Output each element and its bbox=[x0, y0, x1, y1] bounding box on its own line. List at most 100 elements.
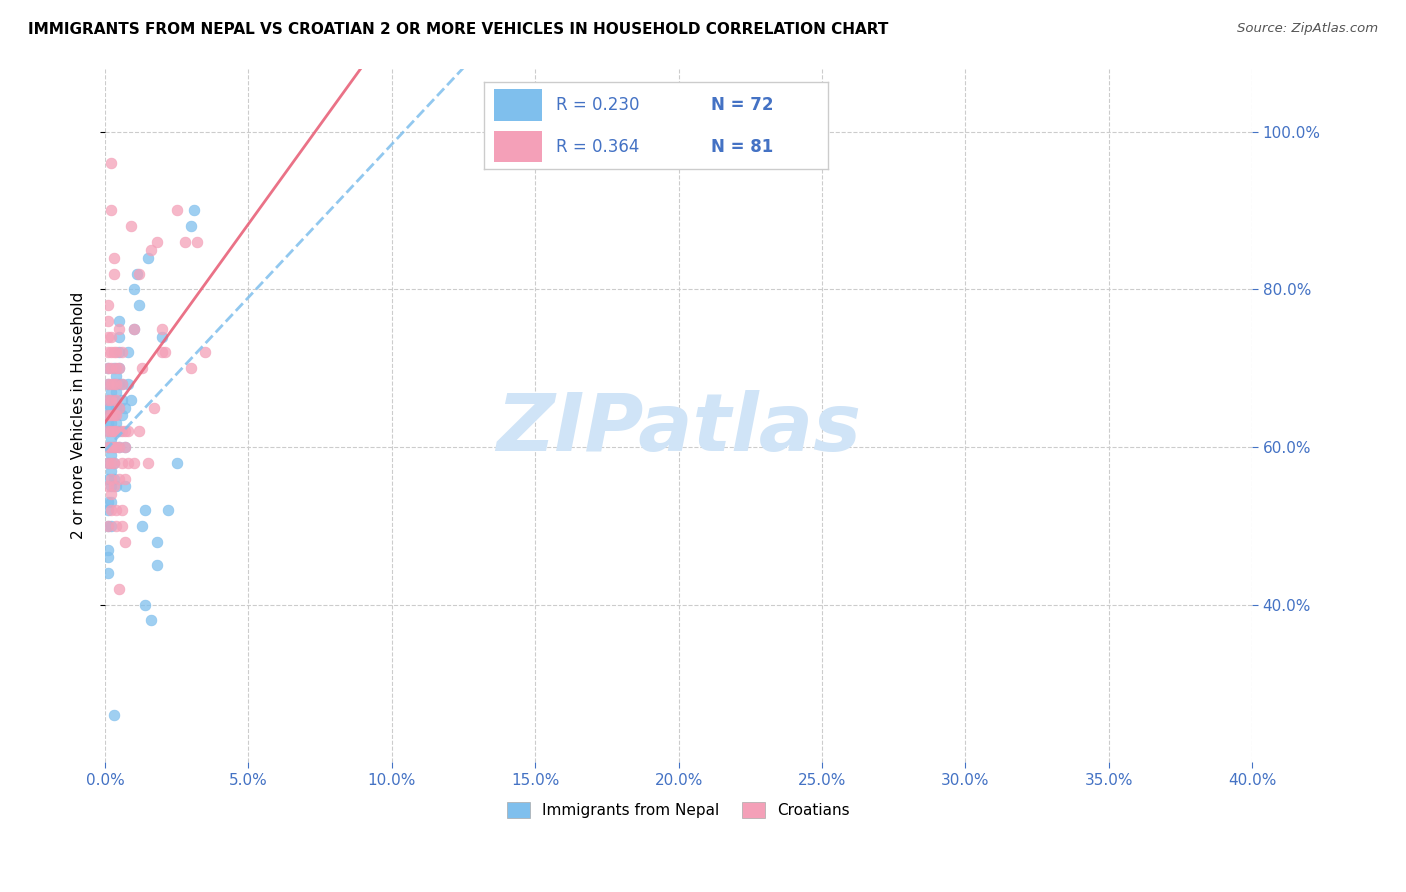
Point bbox=[108, 440, 131, 454]
Point bbox=[97, 495, 120, 509]
Point bbox=[166, 456, 188, 470]
Point bbox=[194, 345, 217, 359]
Point bbox=[108, 361, 131, 376]
Point bbox=[122, 456, 145, 470]
Point bbox=[100, 456, 122, 470]
Point bbox=[97, 361, 120, 376]
Point bbox=[142, 401, 165, 415]
Point bbox=[100, 409, 122, 423]
Point bbox=[180, 219, 202, 234]
Point bbox=[128, 267, 150, 281]
Point bbox=[105, 409, 128, 423]
Point bbox=[105, 401, 128, 415]
Point bbox=[97, 409, 120, 423]
Point bbox=[105, 392, 128, 407]
Point bbox=[105, 345, 128, 359]
Point bbox=[100, 464, 122, 478]
Point bbox=[103, 424, 125, 438]
Point bbox=[108, 440, 131, 454]
Point bbox=[111, 376, 134, 391]
Point bbox=[111, 424, 134, 438]
Point bbox=[108, 361, 131, 376]
Point bbox=[97, 542, 120, 557]
Point bbox=[117, 456, 139, 470]
Point bbox=[108, 322, 131, 336]
Point bbox=[111, 392, 134, 407]
Point bbox=[105, 369, 128, 384]
Point bbox=[100, 503, 122, 517]
Point bbox=[103, 409, 125, 423]
Point bbox=[105, 479, 128, 493]
Point bbox=[120, 219, 142, 234]
Point bbox=[97, 550, 120, 565]
Point bbox=[114, 440, 136, 454]
Point bbox=[97, 392, 120, 407]
Point bbox=[103, 708, 125, 723]
Point bbox=[108, 424, 131, 438]
Point bbox=[97, 424, 120, 438]
Point bbox=[145, 558, 167, 573]
Point bbox=[103, 440, 125, 454]
Point bbox=[166, 203, 188, 218]
Point bbox=[100, 495, 122, 509]
Point bbox=[100, 384, 122, 399]
Point bbox=[103, 392, 125, 407]
Point bbox=[97, 472, 120, 486]
Point bbox=[139, 243, 162, 257]
Point bbox=[103, 345, 125, 359]
Legend: Immigrants from Nepal, Croatians: Immigrants from Nepal, Croatians bbox=[501, 796, 856, 824]
Text: ZIPatlas: ZIPatlas bbox=[496, 391, 860, 468]
Point bbox=[100, 472, 122, 486]
Point bbox=[108, 329, 131, 343]
Point bbox=[155, 345, 177, 359]
Point bbox=[97, 345, 120, 359]
Point bbox=[100, 376, 122, 391]
Point bbox=[136, 456, 159, 470]
Point bbox=[97, 519, 120, 533]
Point bbox=[97, 376, 120, 391]
Point bbox=[97, 376, 120, 391]
Point bbox=[111, 409, 134, 423]
Point bbox=[186, 235, 208, 249]
Point bbox=[103, 424, 125, 438]
Y-axis label: 2 or more Vehicles in Household: 2 or more Vehicles in Household bbox=[72, 292, 86, 539]
Point bbox=[100, 424, 122, 438]
Point bbox=[97, 361, 120, 376]
Point bbox=[103, 440, 125, 454]
Point bbox=[103, 267, 125, 281]
Point bbox=[122, 282, 145, 296]
Point bbox=[97, 503, 120, 517]
Point bbox=[97, 440, 120, 454]
Point bbox=[145, 534, 167, 549]
Point bbox=[97, 456, 120, 470]
Point bbox=[139, 614, 162, 628]
Point bbox=[97, 409, 120, 423]
Point bbox=[97, 417, 120, 431]
Point bbox=[100, 440, 122, 454]
Point bbox=[183, 203, 205, 218]
Point bbox=[97, 440, 120, 454]
Point bbox=[103, 251, 125, 265]
Point bbox=[134, 598, 156, 612]
Point bbox=[100, 345, 122, 359]
Point bbox=[111, 345, 134, 359]
Point bbox=[136, 251, 159, 265]
Point bbox=[105, 519, 128, 533]
Point bbox=[103, 376, 125, 391]
Point bbox=[150, 322, 173, 336]
Point bbox=[114, 424, 136, 438]
Point bbox=[97, 298, 120, 312]
Point bbox=[97, 424, 120, 438]
Point bbox=[100, 479, 122, 493]
Point bbox=[103, 479, 125, 493]
Point bbox=[105, 376, 128, 391]
Point bbox=[100, 417, 122, 431]
Point bbox=[100, 329, 122, 343]
Point bbox=[120, 392, 142, 407]
Point bbox=[128, 424, 150, 438]
Point bbox=[111, 519, 134, 533]
Point bbox=[108, 376, 131, 391]
Point bbox=[105, 417, 128, 431]
Point bbox=[100, 156, 122, 170]
Point bbox=[97, 314, 120, 328]
